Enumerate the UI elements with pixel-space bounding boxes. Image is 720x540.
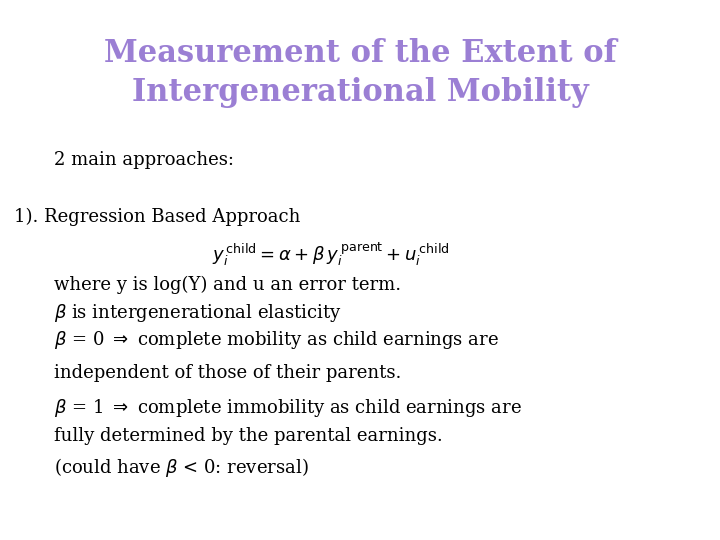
Text: $y_i^{\,\mathrm{child}} = \alpha + \beta\, y_i^{\,\mathrm{parent}} + u_i^{\,\mat: $y_i^{\,\mathrm{child}} = \alpha + \beta… (212, 240, 450, 268)
Text: 2 main approaches:: 2 main approaches: (54, 151, 234, 169)
Text: independent of those of their parents.: independent of those of their parents. (54, 364, 401, 382)
Text: $\beta$ = 0 $\Rightarrow$ complete mobility as child earnings are: $\beta$ = 0 $\Rightarrow$ complete mobil… (54, 329, 499, 352)
Text: Measurement of the Extent of
Intergenerational Mobility: Measurement of the Extent of Intergenera… (104, 38, 616, 108)
Text: $\beta$ = 1 $\Rightarrow$ complete immobility as child earnings are: $\beta$ = 1 $\Rightarrow$ complete immob… (54, 397, 522, 419)
Text: $\beta$ is intergenerational elasticity: $\beta$ is intergenerational elasticity (54, 302, 342, 325)
Text: where y is log(Y) and u an error term.: where y is log(Y) and u an error term. (54, 275, 401, 294)
Text: (could have $\beta$ < 0: reversal): (could have $\beta$ < 0: reversal) (54, 456, 309, 480)
Text: 1). Regression Based Approach: 1). Regression Based Approach (14, 208, 301, 226)
Text: fully determined by the parental earnings.: fully determined by the parental earning… (54, 427, 443, 444)
